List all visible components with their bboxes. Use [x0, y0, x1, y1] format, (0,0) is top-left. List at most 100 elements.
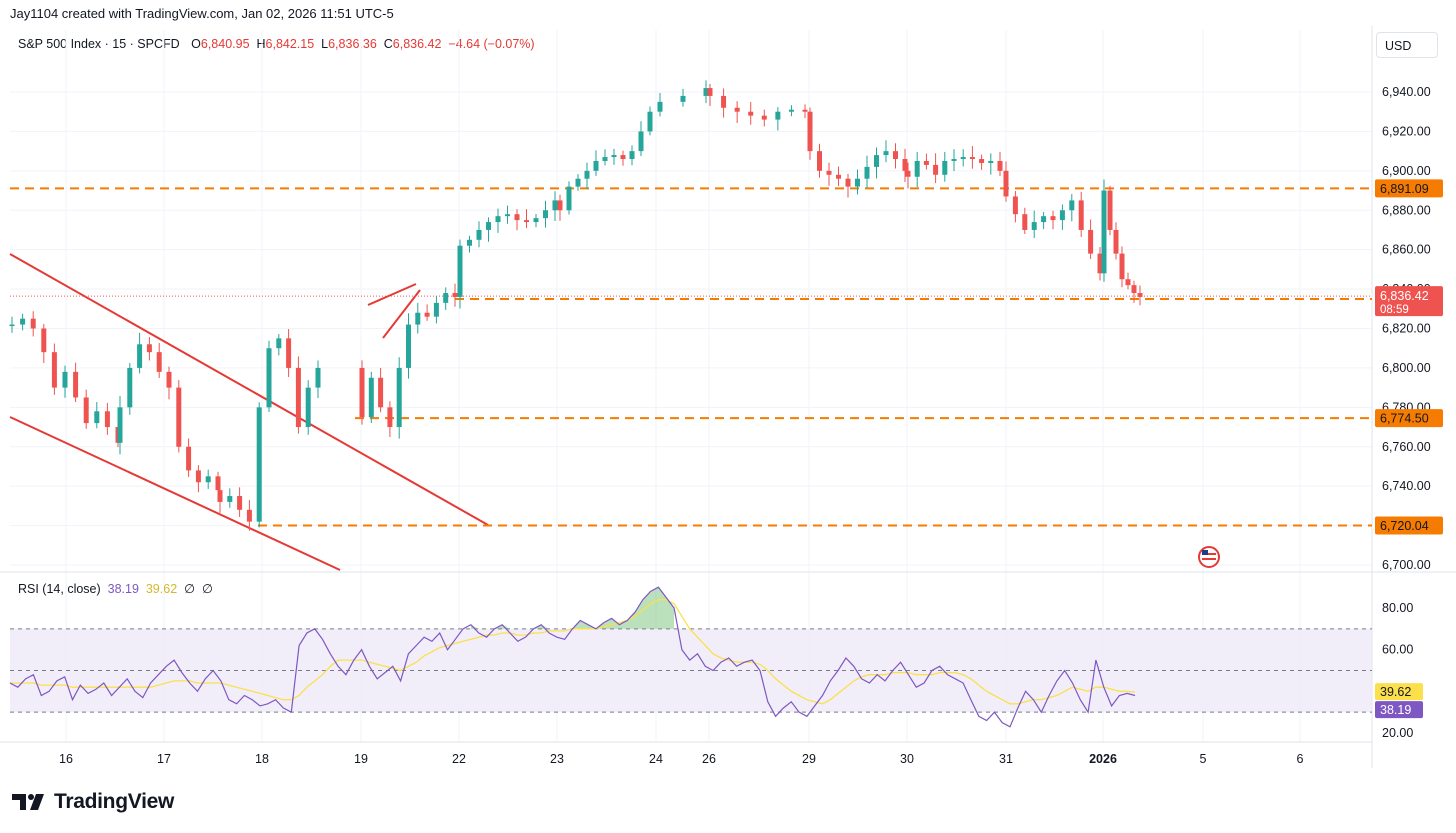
candle-body: [476, 229, 482, 240]
candle-body: [703, 88, 709, 96]
price-legend: S&P 500 Index · 15 · SPCFD O6,840.95 H6,…: [18, 37, 535, 51]
candle-body: [396, 367, 402, 428]
price-tick-label: 6,820.00: [1382, 322, 1431, 336]
candle-body: [433, 302, 439, 317]
candle-body: [647, 111, 653, 132]
candle-body: [864, 166, 870, 179]
candle-body: [802, 109, 808, 112]
candle-body: [94, 411, 100, 424]
candle-body: [1050, 216, 1056, 221]
candle-body: [266, 348, 272, 408]
candle-body: [893, 151, 898, 160]
last-price-countdown: 08:59: [1380, 304, 1409, 316]
candle-body: [117, 407, 123, 443]
level-price-label: 6,720.04: [1380, 519, 1429, 533]
candle-body: [1003, 170, 1009, 197]
candle-body: [748, 111, 754, 116]
rsi-tick-label: 60.00: [1382, 643, 1413, 657]
candle-body: [638, 131, 644, 152]
candle-body: [1137, 293, 1143, 297]
tradingview-logo-icon: [12, 794, 44, 810]
channel-lower-trendline[interactable]: [9, 416, 341, 571]
candle-body: [1069, 200, 1075, 211]
candle-body: [387, 407, 393, 428]
level-price-tag: [1375, 179, 1443, 198]
candle-body: [761, 115, 767, 120]
candle-body: [195, 470, 201, 483]
rsi-line: [9, 586, 1136, 728]
candle-body: [286, 338, 292, 368]
candle-body: [575, 178, 581, 187]
candle-body: [817, 151, 822, 171]
candle-body: [557, 200, 563, 211]
candle-body: [533, 218, 539, 223]
channel-upper-trendline[interactable]: [9, 253, 489, 526]
candle-body: [424, 312, 430, 317]
candle-body: [902, 159, 908, 171]
candle-body: [1088, 229, 1094, 254]
time-tick-label: 24: [649, 752, 663, 766]
candle-body: [1101, 190, 1107, 274]
rsi-value-tag: [1375, 701, 1423, 719]
rsi-overbought-fill: [470, 587, 675, 629]
time-tick-label: 26: [702, 752, 716, 766]
symbol-label[interactable]: S&P 500 Index · 15 · SPCFD: [18, 37, 180, 51]
candle-body: [543, 210, 548, 219]
rsi-extra-1: ∅: [184, 582, 195, 596]
candle-body: [680, 95, 686, 102]
time-tick-label: 31: [999, 752, 1013, 766]
candle-body: [1031, 222, 1037, 230]
candle-body: [1022, 214, 1028, 230]
candle-body: [495, 216, 501, 223]
candle-body: [1078, 200, 1084, 230]
rsi-label[interactable]: RSI (14, close): [18, 582, 101, 596]
candle-body: [378, 377, 384, 408]
candle-body: [227, 496, 233, 502]
price-chart[interactable]: 6,940.00 6,920.00 6,900.00 6,880.00 6,860.00…: [0, 26, 1456, 772]
candle-body: [979, 159, 985, 163]
wedge-lower-line[interactable]: [382, 289, 421, 339]
candle-body: [1041, 216, 1047, 223]
time-tick-label: 19: [354, 752, 368, 766]
price-tick-label: 6,940.00: [1382, 85, 1431, 99]
candle-body: [217, 490, 223, 502]
candle-body: [524, 220, 529, 223]
candle-body: [457, 245, 463, 297]
candle-body: [883, 151, 889, 156]
candle-body: [176, 387, 182, 447]
candle-body: [443, 293, 449, 303]
price-tick-label: 6,760.00: [1382, 440, 1431, 454]
candle-body: [1119, 253, 1125, 280]
wedge-upper-line[interactable]: [367, 283, 417, 306]
close-value: 6,836.42: [392, 37, 442, 51]
candle-body: [452, 293, 458, 297]
candle-body: [276, 338, 282, 349]
candle-body: [960, 157, 966, 160]
candle-body: [467, 239, 472, 246]
candle-body: [1012, 196, 1018, 215]
price-tick-label: 6,740.00: [1382, 479, 1431, 493]
candle-body: [51, 352, 57, 388]
chart-credit: Jay1104 created with TradingView.com, Ja…: [10, 6, 394, 21]
rsi-tick-label: 80.00: [1382, 601, 1413, 615]
candle-body: [620, 155, 626, 160]
price-tick-label: 6,700.00: [1382, 558, 1431, 572]
candle-body: [997, 160, 1003, 171]
rsi-tick-label: 20.00: [1382, 726, 1413, 740]
candle-body: [905, 170, 911, 177]
candle-body: [1097, 253, 1103, 274]
time-tick-label: 17: [157, 752, 171, 766]
change-value: −4.64 (−0.07%): [448, 37, 535, 51]
rsi-ma-tag: [1375, 683, 1423, 701]
candle-body: [9, 324, 15, 327]
level-price-label: 6,774.50: [1380, 412, 1429, 426]
price-tick-label: 6,800.00: [1382, 361, 1431, 375]
candle-body: [1113, 229, 1119, 254]
candle-body: [914, 160, 920, 177]
candle-body: [166, 371, 172, 388]
us-event-flag-stripe: [1202, 558, 1216, 560]
price-tick-label: 6,880.00: [1382, 203, 1431, 217]
candle-body: [874, 155, 879, 167]
currency-button[interactable]: USD: [1376, 32, 1438, 58]
footer-brand: TradingView: [54, 790, 175, 813]
